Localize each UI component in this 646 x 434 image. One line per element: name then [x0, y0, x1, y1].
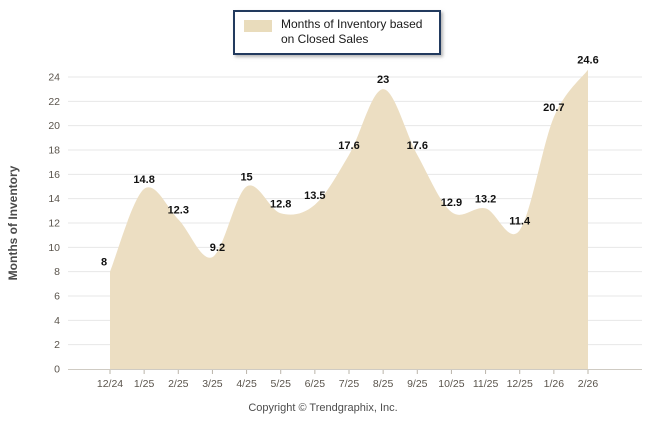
- svg-text:20: 20: [48, 120, 60, 132]
- svg-text:3/25: 3/25: [202, 378, 223, 390]
- svg-text:22: 22: [48, 96, 60, 108]
- svg-text:12/25: 12/25: [507, 378, 533, 390]
- legend-swatch-icon: [244, 20, 272, 32]
- svg-text:16: 16: [48, 169, 60, 181]
- svg-text:6/25: 6/25: [305, 378, 326, 390]
- chart-legend: Months of Inventory based on Closed Sale…: [233, 10, 441, 55]
- svg-text:4/25: 4/25: [236, 378, 257, 390]
- svg-text:2/25: 2/25: [168, 378, 189, 390]
- svg-text:17.6: 17.6: [338, 140, 359, 152]
- svg-text:20.7: 20.7: [543, 102, 564, 114]
- svg-text:7/25: 7/25: [339, 378, 360, 390]
- svg-text:4: 4: [54, 315, 60, 327]
- svg-text:8/25: 8/25: [373, 378, 394, 390]
- svg-text:6: 6: [54, 291, 60, 303]
- svg-text:13.5: 13.5: [304, 190, 325, 202]
- svg-text:2: 2: [54, 339, 60, 351]
- svg-text:1/26: 1/26: [544, 378, 565, 390]
- svg-text:5/25: 5/25: [270, 378, 291, 390]
- svg-text:14: 14: [48, 193, 60, 205]
- data-labels: 8 14.8 12.3 9.2 15 12.8 13.5 17.6 23 17.6 12.9 13.2…: [101, 55, 599, 269]
- svg-text:24: 24: [48, 72, 60, 84]
- svg-text:17.6: 17.6: [407, 140, 428, 152]
- area-series: [110, 69, 588, 369]
- svg-text:12: 12: [48, 218, 60, 230]
- svg-text:10: 10: [48, 242, 60, 254]
- svg-text:13.2: 13.2: [475, 193, 496, 205]
- svg-text:24.6: 24.6: [577, 55, 598, 67]
- svg-text:12.8: 12.8: [270, 198, 291, 210]
- legend-label: Months of Inventory based on Closed Sale…: [281, 17, 423, 46]
- y-axis-title: Months of Inventory: [6, 165, 20, 280]
- svg-text:8: 8: [54, 266, 60, 278]
- svg-text:12.3: 12.3: [168, 204, 189, 216]
- svg-text:12/24: 12/24: [97, 378, 123, 390]
- svg-text:23: 23: [377, 74, 389, 86]
- svg-text:11.4: 11.4: [509, 215, 531, 227]
- svg-text:1/25: 1/25: [134, 378, 155, 390]
- copyright-text: Copyright © Trendgraphix, Inc.: [248, 402, 398, 414]
- svg-text:15: 15: [240, 172, 252, 184]
- svg-text:11/25: 11/25: [473, 378, 499, 390]
- svg-text:10/25: 10/25: [438, 378, 464, 390]
- svg-text:18: 18: [48, 145, 60, 157]
- svg-text:2/26: 2/26: [578, 378, 599, 390]
- svg-text:9/25: 9/25: [407, 378, 428, 390]
- svg-text:Months of Inventory: Months of Inventory: [6, 165, 20, 280]
- svg-text:8: 8: [101, 257, 107, 269]
- svg-text:12.9: 12.9: [441, 197, 462, 209]
- svg-text:9.2: 9.2: [210, 242, 225, 254]
- svg-text:0: 0: [54, 364, 60, 376]
- x-axis-labels: 12/24 1/25 2/25 3/25 4/25 5/25 6/25 7/25 8/25 9/2…: [97, 378, 599, 390]
- svg-text:14.8: 14.8: [133, 174, 154, 186]
- x-axis: [68, 369, 642, 374]
